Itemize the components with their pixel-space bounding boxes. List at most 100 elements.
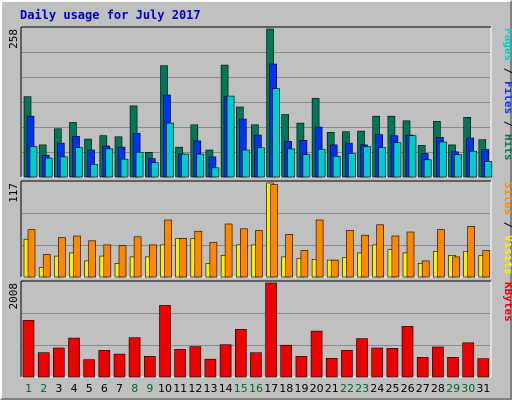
bar-sites [406,231,415,278]
bar-kbytes [462,342,475,378]
kbytes-panel: 2008 KBytes [7,280,512,378]
bar-pages [454,154,462,178]
y-max-label: 258 [7,29,20,49]
bar-sites [437,229,445,278]
legend-entry: Sites [502,182,512,215]
bar-kbytes [432,346,444,378]
bar-sites [209,242,218,278]
bar-kbytes [189,346,202,378]
bar-sites [285,234,294,278]
bar-sites [57,237,66,278]
bar-kbytes [250,352,262,378]
x-tick-label: 10 [158,382,172,395]
bar-pages [469,150,478,178]
legend-entry: Visits [502,235,512,275]
x-axis-labels: 1 2 3 4 5 6 7 8 9 10 11 12 13 14 15 16 17 18 19 20 21 22 23 24 2… [25,382,490,395]
bar-sites [240,228,248,278]
bar-pages [363,146,371,178]
bar-sites [133,236,142,278]
bar-sites [421,260,430,278]
bar-sites [224,223,233,278]
bar-sites [42,254,51,278]
x-tick-label: 5 [86,382,93,395]
bar-sites [391,235,400,278]
x-tick-label: 1 [25,382,32,395]
x-tick-label: 28 [431,382,445,395]
bar-pages [408,135,417,178]
x-tick-label: 2 [40,382,47,395]
x-tick-label: 20 [310,382,324,395]
bar-sites [149,244,157,278]
bar-sites [467,226,476,278]
bar-kbytes [386,348,399,378]
bar-pages [196,153,205,178]
bar-kbytes [98,349,111,378]
bar-kbytes [310,330,323,378]
bar-pages [423,159,432,178]
x-tick-label: 9 [146,382,153,395]
bar-kbytes [447,356,459,378]
bar-sites [361,234,369,278]
bar-sites [88,240,96,278]
legend-entry: / [502,114,512,134]
bar-kbytes [416,356,429,378]
bar-pages [166,122,174,178]
bar-kbytes [401,326,414,378]
bar-pages [257,147,265,178]
bar-kbytes [37,352,50,378]
bar-sites [270,184,278,278]
bar-pages [135,152,144,178]
bar-pages [211,167,220,178]
bar-kbytes [52,347,65,378]
bar-pages [120,158,129,178]
bar-pages [75,147,83,178]
bar-sites [300,250,309,278]
bar-pages [29,146,38,178]
y-max-label: 2008 [7,283,20,310]
bar-pages [226,95,235,178]
x-tick-label: 16 [249,382,263,395]
bar-kbytes [174,349,186,378]
bar-pages [302,154,311,178]
x-tick-label: 23 [355,382,369,395]
bar-pages [272,88,280,178]
x-tick-label: 26 [401,382,415,395]
bar-sites [194,230,203,278]
x-tick-label: 18 [279,382,293,395]
bar-kbytes [159,305,171,378]
x-tick-label: 29 [446,382,460,395]
x-tick-label: 11 [173,382,187,395]
x-tick-label: 15 [234,382,248,395]
x-tick-label: 6 [101,382,108,395]
x-tick-label: 31 [476,382,490,395]
bar-kbytes [325,357,338,378]
bar-sites [315,219,324,278]
bar-sites [118,245,127,278]
bar-kbytes [356,338,368,378]
bar-kbytes [265,282,277,378]
visits-panel: 117 Sites / Visits [7,180,512,278]
x-tick-label: 25 [386,382,400,395]
bar-sites [482,250,491,278]
x-tick-label: 24 [370,382,384,395]
bar-pages [348,153,356,178]
bar-kbytes [22,320,35,378]
legend: Pages / Files / Hits [502,28,512,161]
bar-kbytes [341,349,353,378]
legend: Sites / Visits [502,182,512,275]
bar-pages [287,148,296,178]
x-tick-label: 14 [219,382,233,395]
bar-kbytes [83,359,95,378]
legend-entry: Hits [502,134,512,161]
legend-entry: Files [502,81,512,114]
legend: KBytes [502,282,512,322]
legend-entry: KBytes [502,282,512,322]
bar-pages [90,164,98,178]
legend-entry: / [502,215,512,235]
bar-pages [44,157,53,178]
x-tick-label: 30 [461,382,475,395]
bar-sites [346,230,354,278]
x-tick-label: 19 [295,382,309,395]
x-tick-label: 8 [131,382,138,395]
